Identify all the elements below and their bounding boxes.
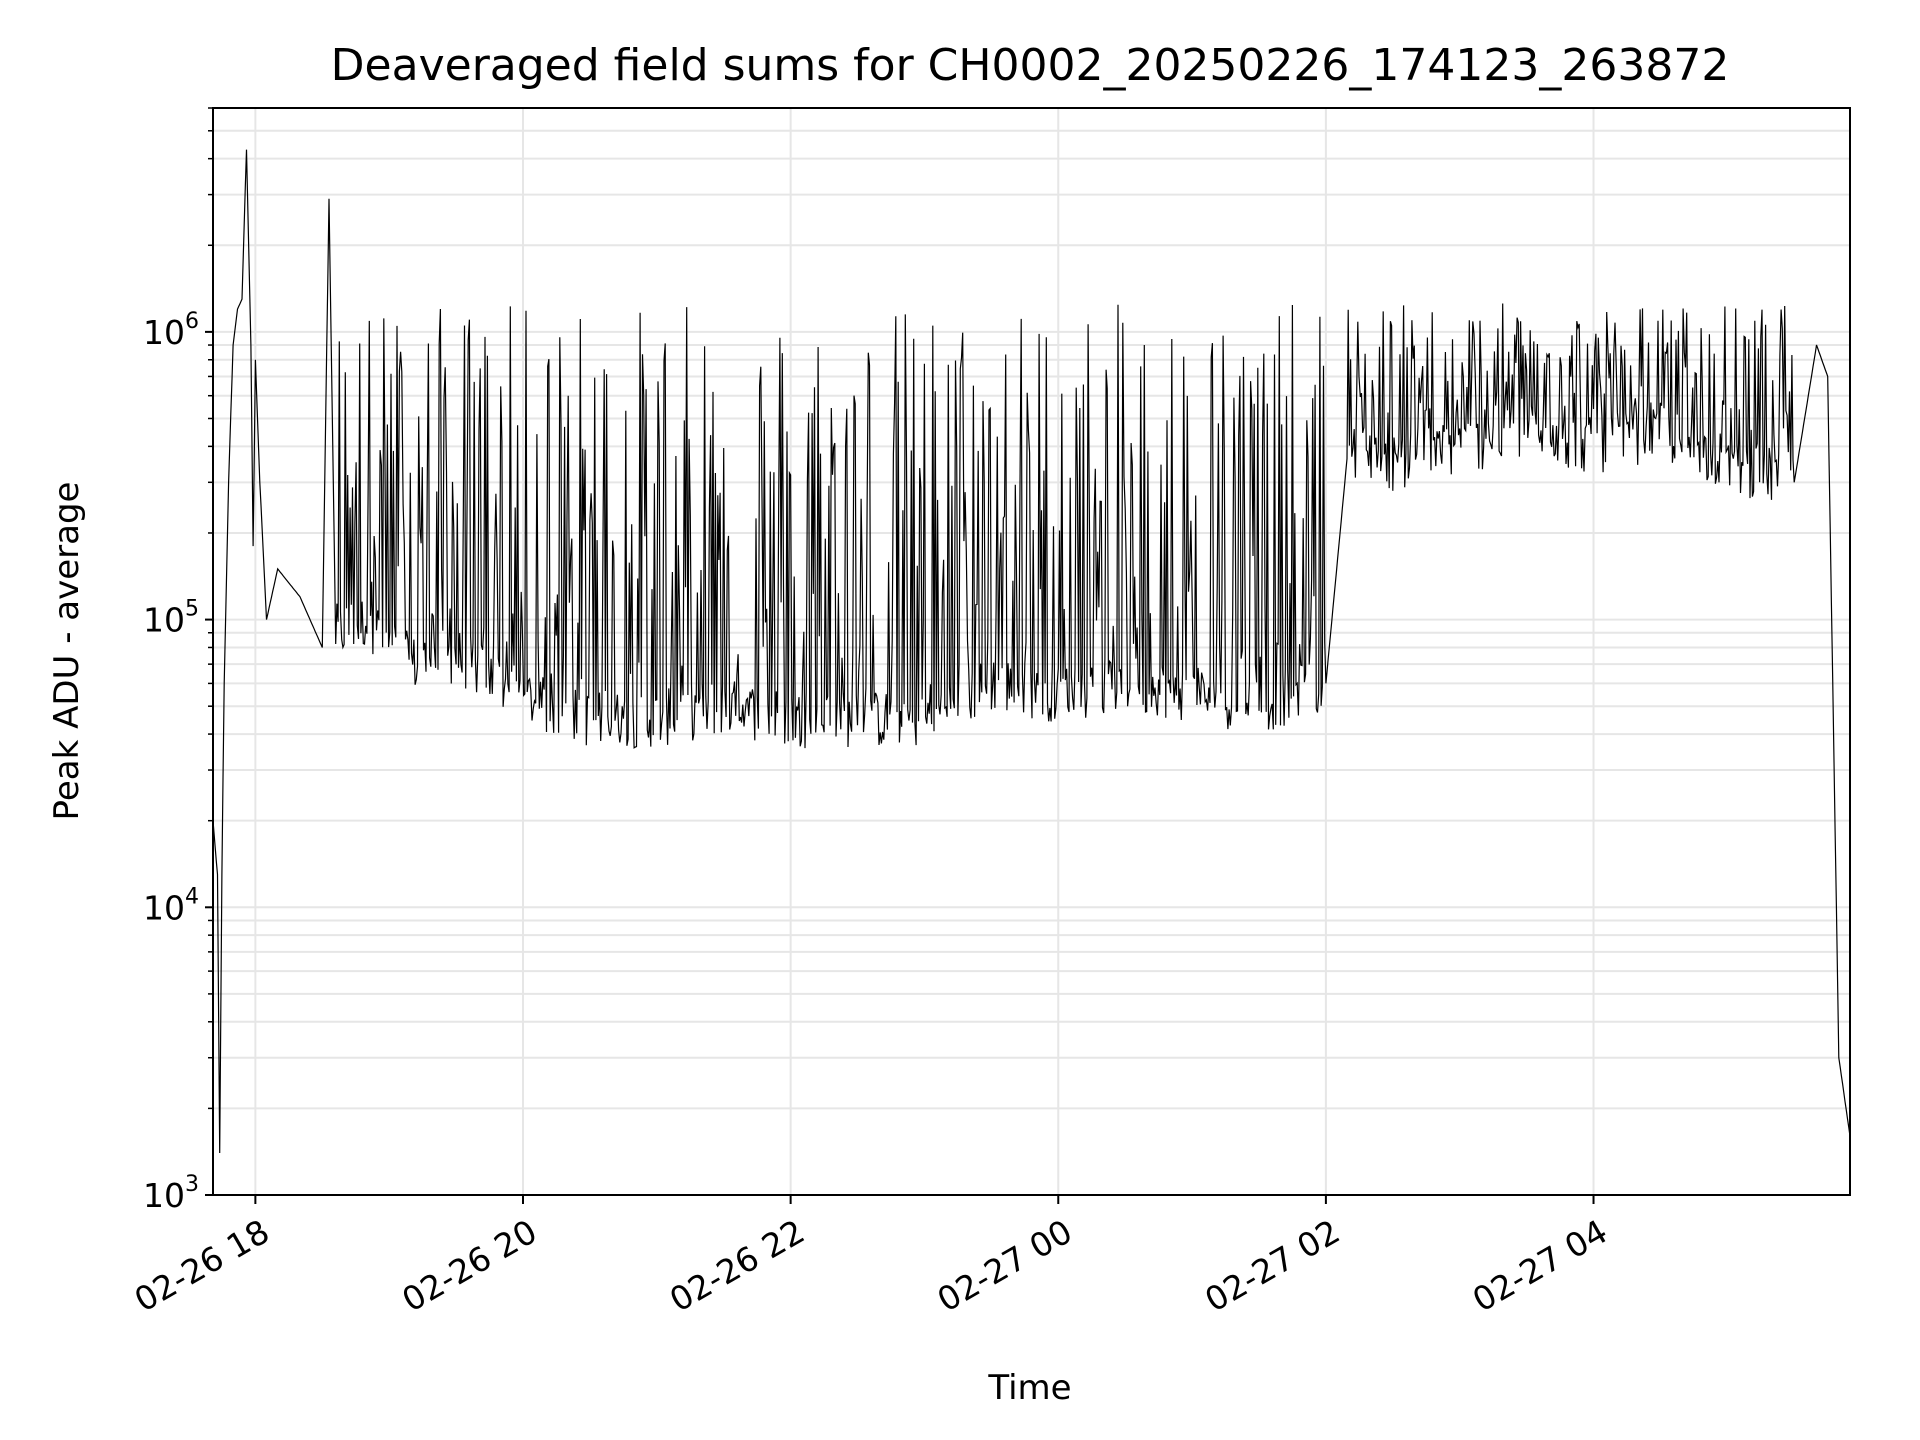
x-tick-label: 02-27 00 [931, 1212, 1079, 1320]
x-axis-label: Time [987, 1368, 1071, 1408]
x-tick-label: 02-26 22 [663, 1212, 811, 1320]
y-tick-label: 105 [143, 597, 199, 640]
series-line [212, 149, 1851, 1154]
y-tick-label: 103 [143, 1172, 199, 1215]
x-tick-label: 02-27 02 [1198, 1212, 1346, 1320]
series-layer [212, 149, 1851, 1154]
x-tick-label: 02-26 18 [128, 1212, 276, 1320]
y-axis-ticks: 103 104 105 106 [143, 107, 213, 1215]
y-tick-label: 106 [143, 309, 199, 352]
x-tick-label: 02-26 20 [395, 1212, 543, 1320]
y-tick-label: 104 [143, 884, 199, 927]
chart-title: Deaveraged field sums for CH0002_2025022… [331, 40, 1730, 91]
x-axis-ticks: 02-26 18 02-26 20 02-26 22 02-27 00 02-27 02… [128, 1195, 1614, 1320]
y-axis-label: Peak ADU - average [47, 482, 87, 821]
plot-frame [212, 107, 1851, 1196]
x-tick-label: 02-27 04 [1466, 1212, 1614, 1320]
